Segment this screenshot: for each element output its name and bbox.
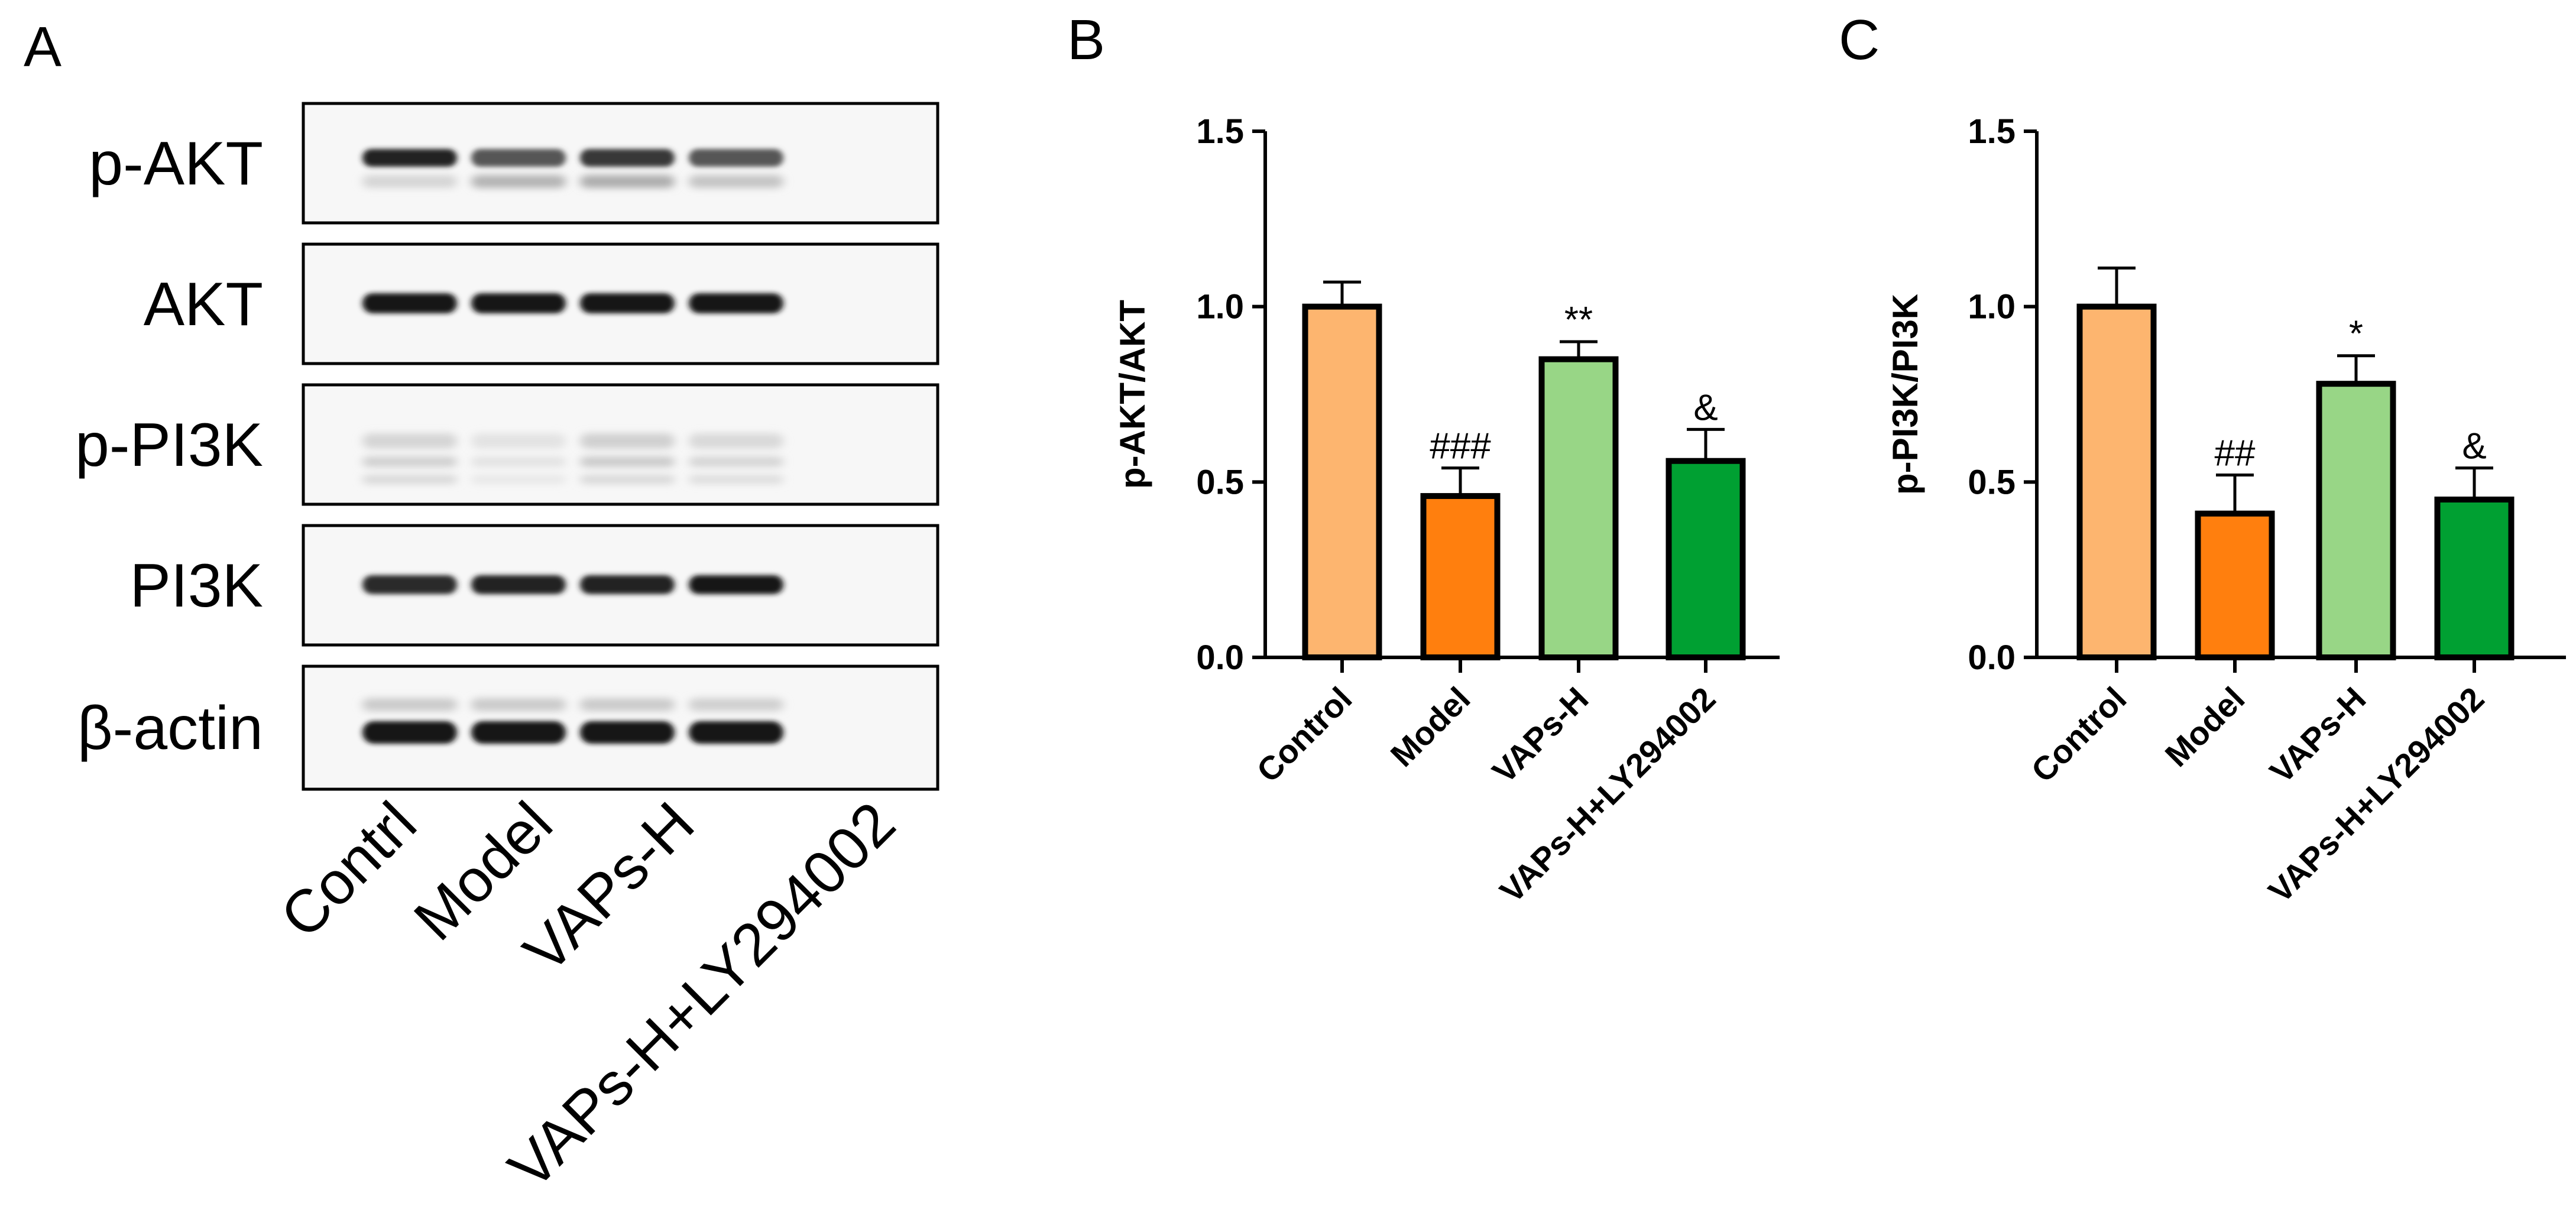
blot-band [689, 698, 783, 711]
blot-row-pi3k [302, 524, 939, 647]
category-label-vaps-h: VAPs-H [2263, 680, 2373, 790]
blot-band [362, 293, 457, 313]
blot-band [580, 293, 675, 313]
blot-band [471, 175, 566, 188]
chart-b: 0.0 0.5 1.0 1.5 p-AKT/AKT Control ### Model ** VA… [1113, 112, 1780, 910]
y-tick-label: 1.0 [1968, 288, 2016, 326]
blot-label-actin: β-actin [77, 694, 263, 763]
blot-row-actin [302, 664, 939, 791]
bar-model [1420, 493, 1501, 660]
category-label-vaps-h-ly294002: VAPs-H+LY294002 [2261, 680, 2491, 910]
western-blot-panel [302, 102, 939, 791]
category-label-control: Control [1249, 680, 1359, 789]
blot-row-p-akt [302, 102, 939, 225]
blot-band [689, 149, 783, 167]
y-tick-label: 0.0 [1968, 638, 2016, 677]
lane-label-contrl: Contrl [268, 789, 429, 951]
blot-band [362, 456, 457, 467]
y-axis-title: p-AKT/AKT [1113, 300, 1152, 489]
blot-band [580, 698, 675, 711]
bar-vaps-h [1538, 356, 1619, 661]
blot-band [689, 433, 783, 449]
blot-band [362, 475, 457, 484]
blot-band [580, 456, 675, 467]
bar-model [2195, 510, 2275, 660]
bar-vaps-h-ly294002 [2434, 497, 2515, 660]
blot-band [689, 475, 783, 484]
blot-labels: p-AKT AKT p-PI3K PI3K β-actin [75, 129, 263, 763]
blot-frame [302, 102, 939, 225]
blot-frame [302, 664, 939, 791]
blot-frame [302, 383, 939, 506]
blot-band [362, 721, 457, 744]
blot-band [471, 721, 566, 744]
blot-band [362, 149, 457, 167]
significance-vaps-h: ** [1564, 300, 1593, 341]
significance-model: ## [2215, 433, 2256, 474]
blot-band [471, 433, 566, 449]
blot-band [689, 456, 783, 467]
blot-band [471, 293, 566, 313]
y-tick-label: 0.5 [1196, 463, 1244, 501]
blot-band [580, 475, 675, 484]
blot-label-pi3k: PI3K [130, 552, 263, 620]
category-label-vaps-h-ly294002: VAPs-H+LY294002 [1492, 680, 1722, 910]
blot-band [580, 175, 675, 188]
blot-frame [302, 242, 939, 365]
significance-vaps-h-ly294002: & [2462, 426, 2486, 467]
panel-a-letter: A [24, 15, 61, 79]
blot-band [362, 175, 457, 188]
y-tick-label: 0.5 [1968, 463, 2016, 501]
bar-vaps-h [2316, 381, 2396, 660]
bar-vaps-h-ly294002 [1666, 458, 1746, 660]
blot-label-p-pi3k: p-PI3K [75, 411, 263, 479]
blot-band [362, 575, 457, 594]
blot-row-p-pi3k [302, 383, 939, 506]
blot-label-p-akt: p-AKT [89, 129, 263, 198]
y-tick-label: 1.5 [1968, 112, 2016, 151]
blot-band [689, 575, 783, 594]
blot-band [471, 475, 566, 484]
y-tick-label: 1.5 [1196, 112, 1244, 151]
blot-band [471, 575, 566, 594]
blot-label-akt: AKT [144, 270, 263, 339]
category-label-vaps-h: VAPs-H [1485, 680, 1596, 790]
significance-vaps-h-ly294002: & [1693, 387, 1718, 428]
blot-row-akt [302, 242, 939, 365]
blot-band [689, 175, 783, 188]
blot-band [580, 721, 675, 744]
chart-c: 0.0 0.5 1.0 1.5 p-PI3K/PI3K Control ## Model * VA… [1885, 112, 2566, 910]
bar-control [2076, 303, 2157, 660]
blot-band [471, 149, 566, 167]
lane-label-vaps-h-ly294002: VAPs-H+LY294002 [495, 789, 908, 1201]
category-label-model: Model [1383, 680, 1477, 774]
blot-band [580, 433, 675, 449]
blot-band [580, 575, 675, 594]
panel-c-letter: C [1839, 8, 1880, 72]
bar-control [1302, 303, 1382, 660]
y-tick-label: 1.0 [1196, 288, 1244, 326]
blot-frame [302, 524, 939, 647]
blot-band [689, 721, 783, 744]
category-label-model: Model [2158, 680, 2252, 774]
significance-model: ### [1430, 426, 1491, 467]
y-axis-title: p-PI3K/PI3K [1885, 294, 1925, 495]
significance-vaps-h: * [2349, 314, 2363, 355]
blot-band [689, 293, 783, 313]
y-tick-label: 0.0 [1196, 638, 1244, 677]
blot-band [471, 456, 566, 467]
blot-band [362, 698, 457, 711]
panel-b-letter: B [1067, 8, 1105, 72]
blot-band [471, 698, 566, 711]
category-label-control: Control [2024, 680, 2133, 789]
blot-band [362, 433, 457, 449]
blot-band [580, 149, 675, 167]
